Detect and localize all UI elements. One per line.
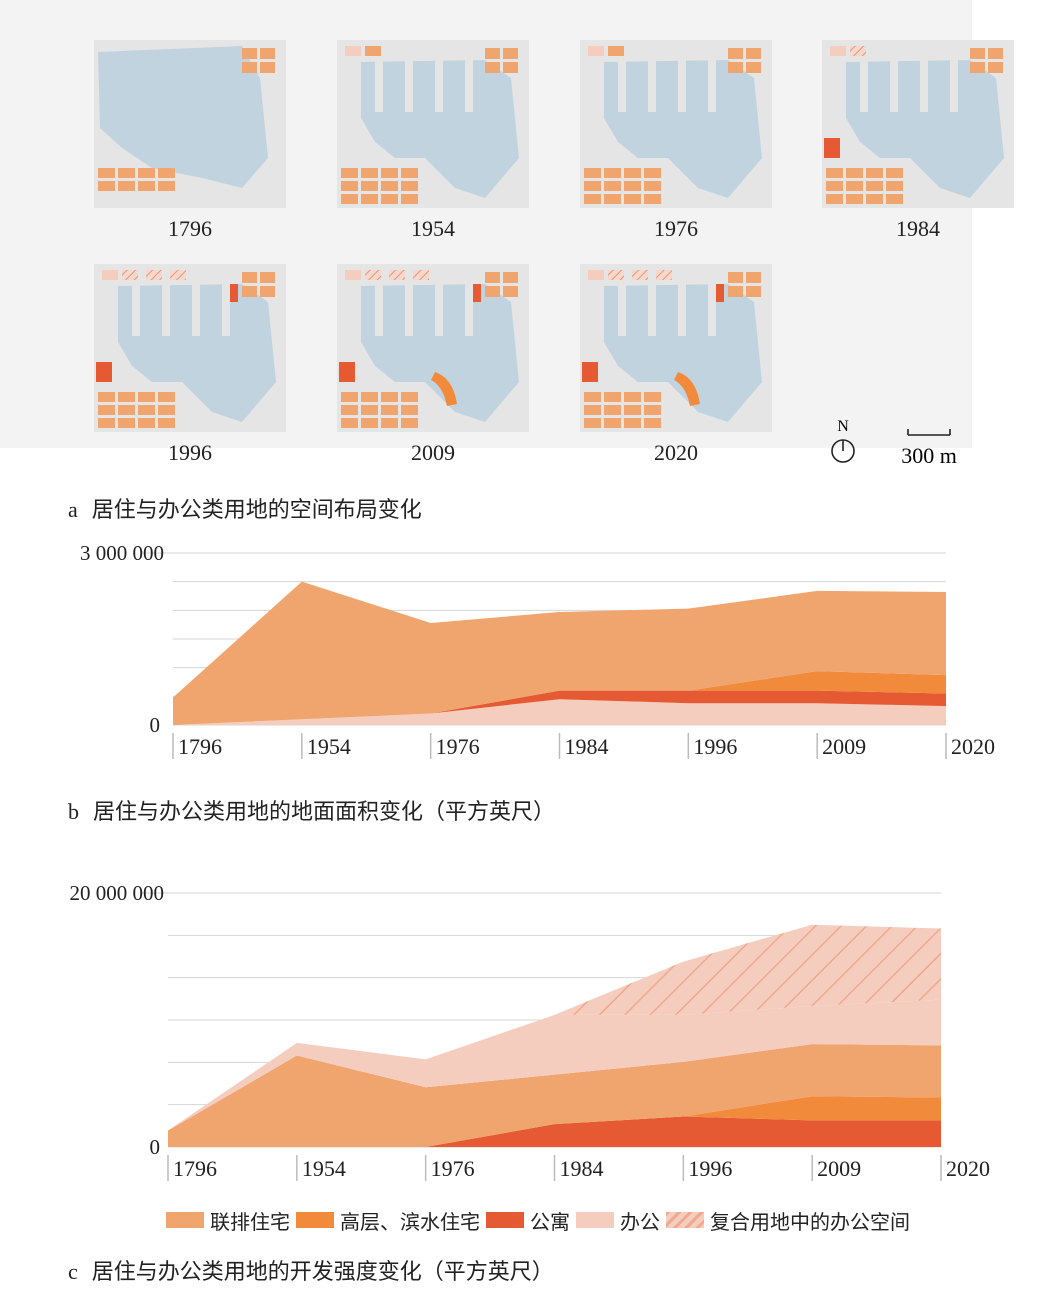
area-highrise — [173, 671, 946, 725]
x-tick-label: 1996 — [688, 1156, 732, 1181]
y-tick-label: 20 000 000 — [70, 881, 165, 905]
map-year-label: 1976 — [654, 216, 698, 241]
legend-swatch — [486, 1212, 524, 1228]
caption-b: b 居住与办公类用地的地面面积变化（平方英尺） — [68, 794, 555, 826]
x-tick-label: 2009 — [817, 1156, 861, 1181]
map-year-label: 2009 — [411, 440, 455, 465]
chart-b: 0 3 000 000 1796 1954 1976 1984 1996 2009 2020 — [80, 541, 995, 759]
site-map — [580, 264, 772, 432]
caption-a: a 居住与办公类用地的空间布局变化 — [68, 492, 422, 524]
area-office — [173, 699, 946, 725]
site-map — [580, 40, 772, 208]
caption-c: c 居住与办公类用地的开发强度变化（平方英尺） — [68, 1254, 554, 1286]
site-map — [94, 264, 286, 432]
legend-item-highrise: 高层、滨水住宅 — [296, 1206, 480, 1235]
x-tick-label: 1976 — [431, 1156, 475, 1181]
area-highrise — [168, 1096, 941, 1147]
legend-label: 办公 — [620, 1209, 660, 1234]
north-arrow-icon — [831, 439, 855, 463]
legend-label: 复合用地中的办公空间 — [710, 1209, 910, 1234]
caption-c-letter: c — [68, 1259, 78, 1284]
legend-label: 高层、滨水住宅 — [340, 1209, 480, 1234]
caption-a-letter: a — [68, 497, 78, 522]
legend-item-mixed_office: 复合用地中的办公空间 — [666, 1206, 910, 1235]
x-tick-label: 1954 — [302, 1156, 346, 1181]
area-apartment — [173, 690, 946, 725]
scale-bar-icon — [907, 429, 951, 436]
caption-b-text: 居住与办公类用地的地面面积变化（平方英尺） — [93, 800, 556, 825]
y-tick-label: 0 — [150, 713, 161, 737]
legend-swatch — [666, 1212, 704, 1228]
x-tick-label: 1996 — [693, 734, 737, 759]
legend-swatch — [166, 1212, 204, 1228]
area-rowhouse — [168, 1044, 941, 1147]
site-map — [94, 40, 286, 208]
legend: 联排住宅 高层、滨水住宅 公寓 办公 复合用地中的办公空间 — [166, 1205, 916, 1235]
map-year-label: 2020 — [654, 440, 698, 465]
legend-label: 公寓 — [530, 1209, 570, 1234]
x-tick-label: 2020 — [951, 734, 995, 759]
site-map — [822, 40, 1014, 208]
x-tick-label: 2009 — [822, 734, 866, 759]
map-year-label: 1984 — [896, 216, 940, 241]
legend-swatch — [576, 1212, 614, 1228]
scale-label: 300 m — [901, 443, 957, 468]
maps-layer: N 300 m — [94, 40, 1014, 468]
x-tick-label: 1984 — [565, 734, 609, 759]
legend-item-rowhouse: 联排住宅 — [166, 1206, 290, 1235]
caption-b-letter: b — [68, 799, 79, 824]
area-apartment — [168, 1116, 941, 1147]
map-year-label: 1954 — [411, 216, 455, 241]
chart-c: 0 20 000 000 1796 1954 1976 1984 1996 2009 2020 — [70, 881, 990, 1181]
legend-item-apartment: 公寓 — [486, 1206, 570, 1235]
caption-c-text: 居住与办公类用地的开发强度变化（平方英尺） — [91, 1260, 554, 1285]
caption-a-text: 居住与办公类用地的空间布局变化 — [91, 498, 422, 523]
legend-item-office: 办公 — [576, 1206, 660, 1235]
map-year-label: 1796 — [168, 216, 212, 241]
area-mixed_office — [168, 924, 941, 1131]
x-tick-label: 2020 — [946, 1156, 990, 1181]
x-tick-label: 1796 — [178, 734, 222, 759]
site-map — [337, 264, 529, 432]
x-tick-label: 1976 — [436, 734, 480, 759]
legend-swatch — [296, 1212, 334, 1228]
map-year-label: 1996 — [168, 440, 212, 465]
site-map — [337, 40, 529, 208]
north-label: N — [837, 418, 849, 435]
y-tick-label: 0 — [150, 1135, 161, 1159]
area-rowhouse — [173, 581, 946, 725]
x-tick-label: 1796 — [173, 1156, 217, 1181]
area-office — [168, 999, 941, 1131]
legend-label: 联排住宅 — [210, 1209, 290, 1234]
x-tick-label: 1984 — [560, 1156, 604, 1181]
y-tick-label: 3 000 000 — [80, 541, 164, 565]
x-tick-label: 1954 — [307, 734, 351, 759]
